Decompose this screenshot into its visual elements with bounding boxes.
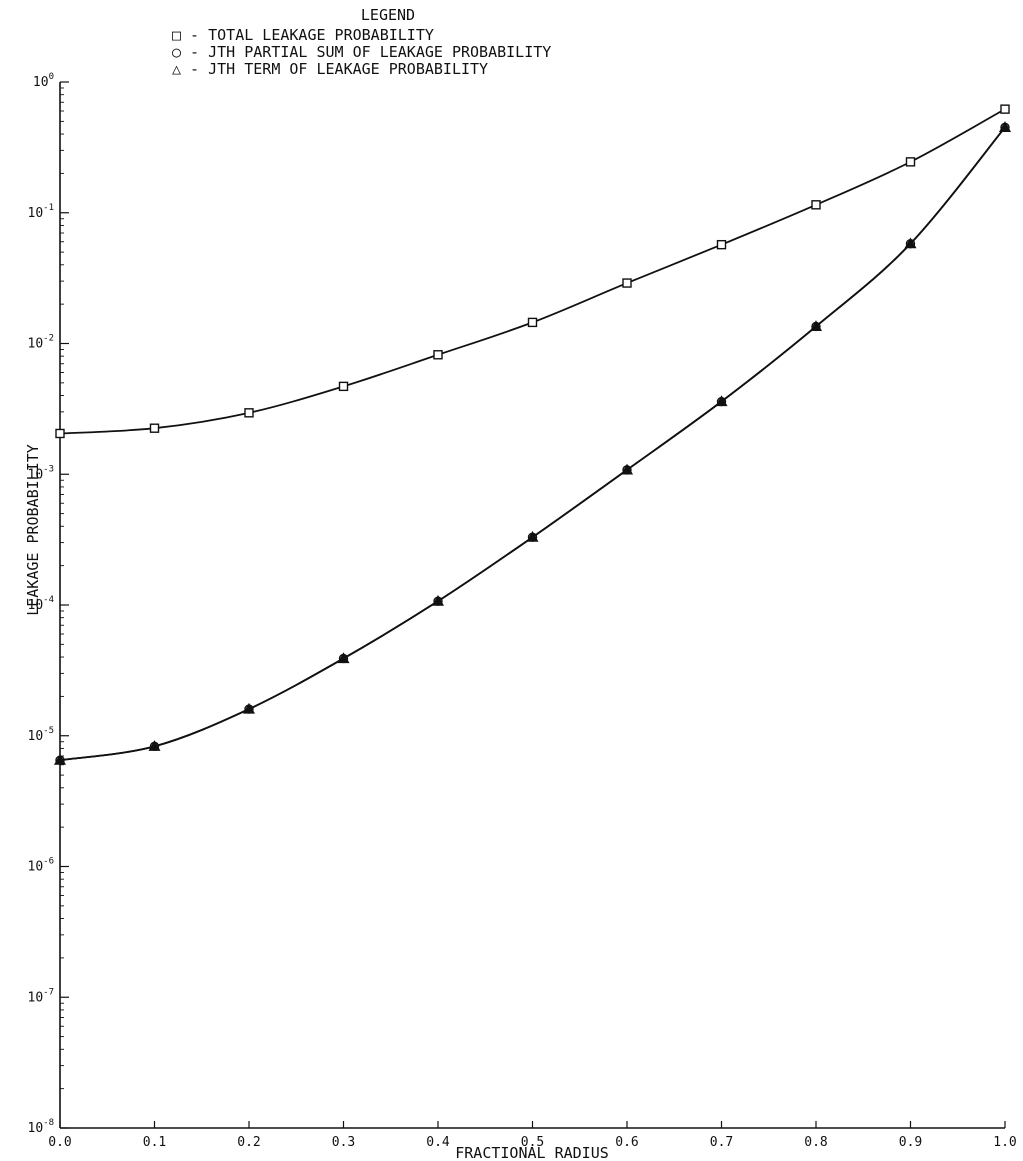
series-line	[59, 126, 1006, 762]
x-axis-title: FRACTIONAL RADIUS	[455, 1144, 609, 1161]
data-point-square	[716, 239, 727, 250]
x-tick-label: 0.0	[48, 1135, 71, 1150]
series-1	[55, 104, 1010, 439]
legend-title: LEGEND	[361, 6, 415, 24]
legend-marker: □	[172, 26, 181, 44]
data-point-square	[338, 381, 349, 392]
data-point-triangle	[242, 702, 256, 714]
legend-separator: -	[181, 43, 208, 61]
series-2	[55, 122, 1010, 765]
legend-entry: □ - TOTAL LEAKAGE PROBABILITY	[172, 26, 434, 44]
y-tick-label: 10-3	[28, 464, 55, 482]
legend-label: TOTAL LEAKAGE PROBABILITY	[208, 26, 434, 44]
y-tick-label: 10-6	[28, 857, 55, 875]
y-tick-label: 100	[33, 72, 54, 90]
data-point-triangle	[904, 237, 917, 249]
x-tick-label: 0.9	[899, 1135, 922, 1150]
x-tick-label: 0.6	[615, 1135, 638, 1150]
legend: LEGEND □ - TOTAL LEAKAGE PROBABILITY○ - …	[172, 6, 551, 78]
x-tick-label: 0.5	[521, 1135, 544, 1150]
series-3	[53, 121, 1012, 765]
data-point-triangle	[809, 320, 823, 332]
data-point-triangle	[431, 594, 445, 606]
data-point-triangle	[148, 740, 161, 751]
series-line	[59, 126, 1006, 762]
legend-separator: -	[181, 26, 208, 44]
data-point-square	[244, 408, 254, 418]
series-layer	[53, 104, 1012, 765]
y-tick-label: 10-7	[28, 987, 55, 1005]
y-tick-label: 10-8	[28, 1118, 55, 1136]
data-point-square	[55, 428, 65, 439]
legend-entry: △ - JTH TERM OF LEAKAGE PROBABILITY	[172, 60, 488, 78]
data-point-square	[433, 350, 443, 360]
y-tick-label: 10-4	[28, 595, 55, 613]
data-point-square	[905, 157, 916, 167]
legend-label: JTH TERM OF LEAKAGE PROBABILITY	[208, 60, 488, 78]
y-tick-label: 10-2	[28, 334, 55, 352]
legend-separator: -	[181, 60, 208, 78]
data-point-triangle	[620, 463, 634, 475]
x-tick-label: 0.7	[710, 1135, 733, 1150]
x-tick-label: 1.0	[993, 1135, 1016, 1150]
data-point-triangle	[53, 753, 67, 765]
x-tick-label: 0.4	[426, 1135, 450, 1150]
x-tick-label: 0.8	[804, 1135, 827, 1150]
x-tick-label: 0.1	[143, 1135, 166, 1150]
y-tick-label: 10-5	[28, 726, 55, 744]
x-tick-label: 0.3	[332, 1135, 355, 1150]
axes: 0.0 0.1 0.2 0.3 0.4 0.5 0.6 0.7 0.8 0.9 1.0 100 10-1…	[28, 72, 1017, 1150]
legend-marker: △	[172, 60, 181, 78]
legend-marker: ○	[172, 43, 181, 61]
data-point-square	[1000, 104, 1010, 114]
data-point-triangle	[526, 530, 539, 542]
data-point-triangle	[998, 121, 1012, 132]
data-point-square	[811, 200, 821, 210]
data-point-triangle	[715, 395, 728, 407]
data-point-square	[527, 317, 538, 328]
series-line	[59, 108, 1006, 435]
y-axis-title: LEAKAGE PROBABILITY	[24, 444, 42, 616]
legend-label: JTH PARTIAL SUM OF LEAKAGE PROBABILITY	[208, 43, 551, 61]
data-point-square	[622, 278, 632, 288]
y-tick-label: 10-1	[28, 203, 55, 221]
legend-entry: ○ - JTH PARTIAL SUM OF LEAKAGE PROBABILI…	[172, 43, 551, 61]
data-point-triangle	[337, 652, 350, 664]
x-tick-label: 0.2	[237, 1135, 260, 1150]
data-point-square	[149, 423, 160, 433]
